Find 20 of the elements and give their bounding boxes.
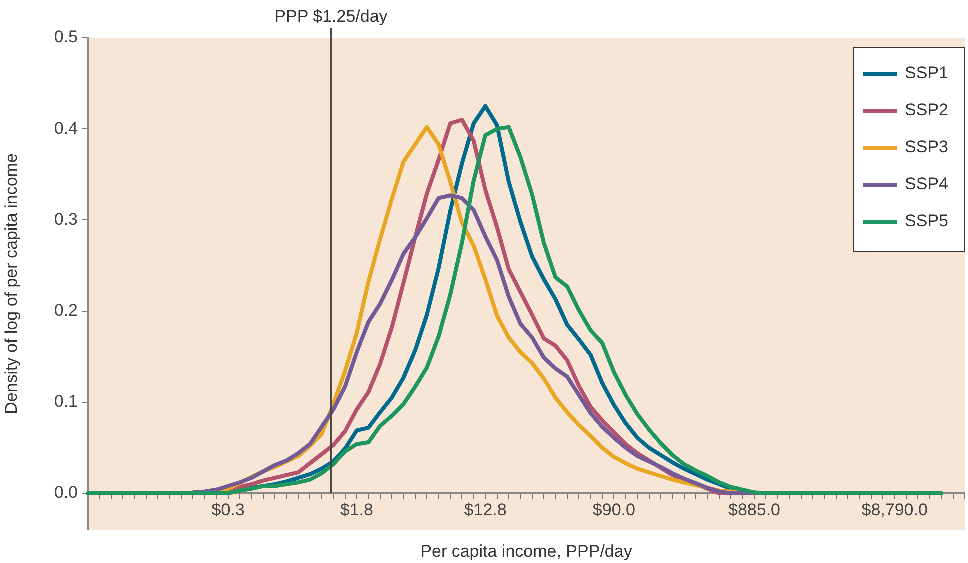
x-axis-title: Per capita income, PPP/day: [420, 542, 633, 562]
x-tick-label: $90.0: [592, 500, 636, 520]
legend-label: SSP5: [905, 212, 948, 231]
x-tick-label: $12.8: [464, 500, 507, 520]
x-tick-label: $0.3: [212, 500, 245, 520]
y-tick-label: 0.0: [54, 483, 78, 502]
y-tick-label: 0.5: [54, 28, 78, 47]
legend-label: SSP1: [905, 64, 948, 83]
x-tick-label: $1.8: [340, 500, 374, 520]
x-tick-label: $8,790.0: [862, 500, 928, 520]
y-axis-title: Density of log of per capita income: [2, 154, 21, 414]
y-tick-label: 0.3: [54, 210, 78, 229]
y-tick-label: 0.4: [54, 118, 78, 138]
legend-label: SSP3: [905, 138, 948, 157]
y-tick-label: 0.1: [54, 392, 78, 412]
legend-label: SSP2: [905, 100, 948, 120]
x-tick-label: $885.0: [728, 500, 781, 520]
legend-label: SSP4: [905, 174, 948, 194]
text: PPP $1.25/day: [274, 7, 388, 26]
y-tick-label: 0.2: [54, 301, 78, 320]
